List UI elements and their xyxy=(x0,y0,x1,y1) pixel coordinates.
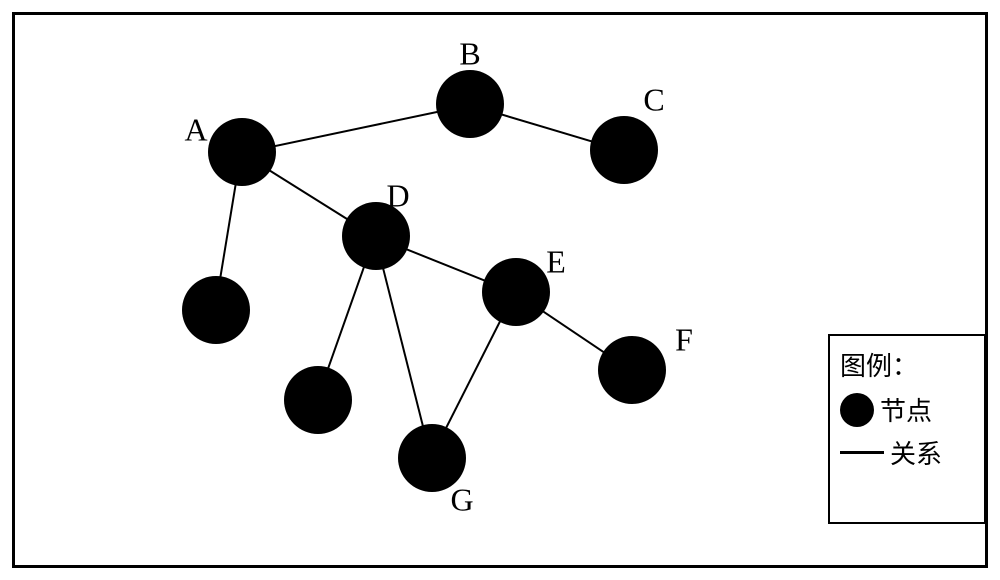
legend-node-icon xyxy=(840,393,874,427)
node-label-A: A xyxy=(184,112,207,149)
legend: 图例： 节点关系 xyxy=(828,334,986,524)
node-B xyxy=(436,70,504,138)
legend-line-icon xyxy=(840,451,884,454)
node-label-B: B xyxy=(459,36,480,73)
legend-item-label: 节点 xyxy=(880,391,932,428)
node-label-C: C xyxy=(643,82,664,119)
legend-item-line: 关系 xyxy=(840,434,974,471)
node-F xyxy=(598,336,666,404)
node-label-E: E xyxy=(546,244,566,281)
node-label-F: F xyxy=(675,322,693,359)
node-H xyxy=(182,276,250,344)
legend-item-node: 节点 xyxy=(840,391,974,428)
legend-item-label: 关系 xyxy=(890,434,942,471)
node-I xyxy=(284,366,352,434)
node-C xyxy=(590,116,658,184)
node-label-D: D xyxy=(386,178,409,215)
node-A xyxy=(208,118,276,186)
legend-title: 图例： xyxy=(840,346,974,383)
node-E xyxy=(482,258,550,326)
node-label-G: G xyxy=(450,482,473,519)
